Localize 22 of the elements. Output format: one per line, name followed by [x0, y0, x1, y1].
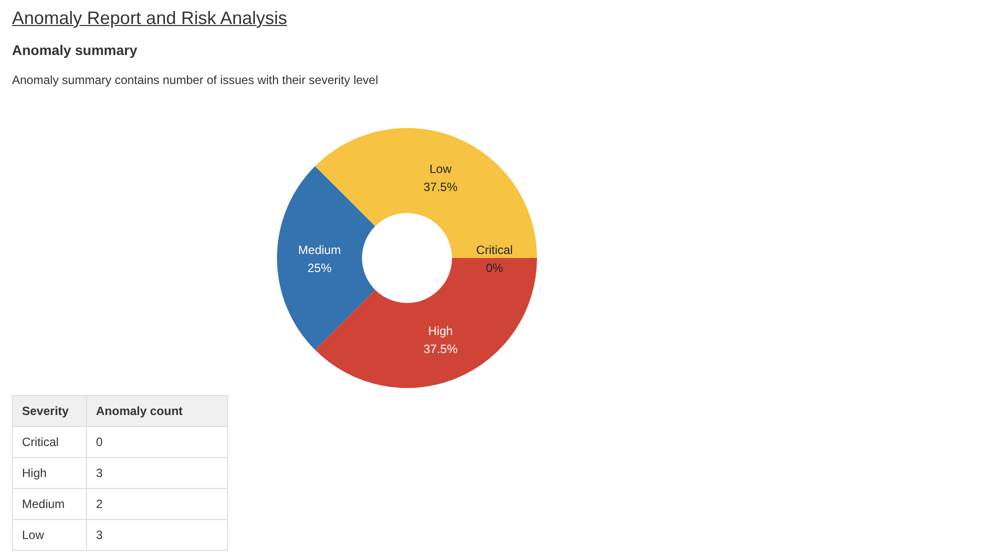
donut-slice [277, 166, 376, 350]
category-label: Critical [476, 243, 513, 257]
slice-label: Medium [298, 243, 341, 257]
slice-label: High [428, 324, 453, 338]
slice-label: Low [429, 162, 452, 176]
text: Anomaly count [86, 396, 228, 426]
data-label: 37.5% [423, 342, 458, 356]
data-label: 3 [86, 458, 228, 488]
text: Severity [12, 396, 86, 426]
category-label: Low [12, 520, 86, 550]
category-label: Critical [12, 426, 86, 458]
data-label: 37.5% [423, 180, 458, 194]
category-label: High [12, 458, 86, 488]
data-label: 3 [86, 520, 228, 550]
category-label: Medium [12, 488, 86, 520]
chart-title: Anomaly Report and Risk Analysis [12, 8, 288, 29]
text: Anomaly summary contains number of issues with their severity level [12, 73, 378, 87]
data-label: 2 [86, 488, 228, 520]
data-label: 0 [86, 426, 228, 458]
data-label: 25% [307, 261, 332, 275]
text: 0% [486, 261, 504, 275]
text: Anomaly summary [12, 42, 138, 58]
